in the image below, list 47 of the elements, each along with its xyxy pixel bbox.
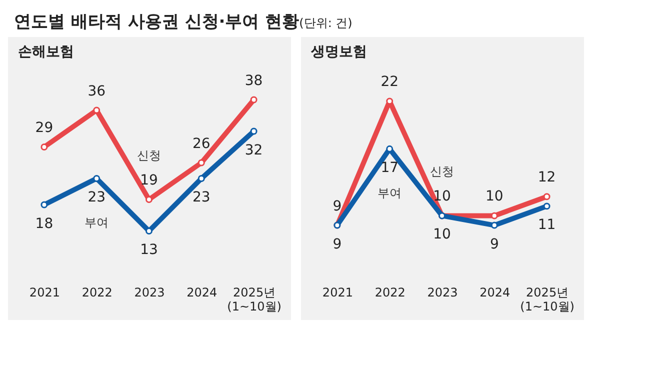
x-tick-label: 2023 — [427, 286, 458, 300]
point — [198, 175, 205, 182]
x-tick-label: 2021 — [322, 286, 353, 300]
data-label: 12 — [538, 170, 556, 186]
point — [250, 96, 258, 104]
data-label: 13 — [140, 242, 158, 258]
x-tick-label: 2024 — [186, 286, 218, 300]
point — [490, 212, 498, 220]
data-label: 26 — [192, 136, 210, 152]
x-tick-label: 2023 — [134, 286, 165, 300]
series-label: 신청 — [430, 164, 454, 179]
chart-title: 손해보험 — [18, 44, 74, 60]
data-label: 9 — [332, 236, 342, 252]
series-label: 부여 — [378, 186, 402, 200]
x-tick-label: 2022 — [82, 286, 112, 300]
point — [543, 202, 550, 210]
data-label: 19 — [140, 172, 158, 188]
series-label: 부여 — [84, 216, 109, 230]
data-label: 36 — [88, 83, 106, 100]
data-label: 11 — [538, 217, 556, 234]
point — [543, 193, 550, 200]
data-label: 32 — [244, 142, 263, 158]
chart-title: 생명보험 — [310, 44, 367, 60]
x-tick-label: 2024 — [480, 286, 510, 300]
data-label: 22 — [380, 74, 399, 90]
x-tick-label: 2025년 (1~10월) — [227, 286, 282, 314]
data-label: 9 — [332, 198, 342, 214]
point — [250, 128, 258, 135]
point — [198, 159, 205, 166]
data-label: 23 — [88, 190, 106, 206]
data-label: 18 — [35, 216, 54, 232]
data-label: 23 — [192, 190, 210, 206]
data-label: 10 — [433, 226, 451, 243]
data-label: 17 — [380, 160, 399, 176]
point — [93, 175, 100, 182]
x-tick-label: 2025년 (1~10월) — [520, 286, 574, 314]
x-tick-label: 2022 — [374, 286, 406, 300]
point — [40, 201, 48, 208]
text: (단위: 건) — [299, 16, 352, 30]
point — [490, 222, 498, 229]
data-label: 38 — [244, 72, 263, 89]
point — [40, 144, 48, 150]
series-label: 신청 — [137, 148, 161, 162]
data-label: 10 — [485, 188, 504, 205]
data-label: 9 — [490, 236, 499, 252]
data-label: 29 — [35, 120, 54, 136]
x-tick-label: 2021 — [29, 286, 60, 300]
